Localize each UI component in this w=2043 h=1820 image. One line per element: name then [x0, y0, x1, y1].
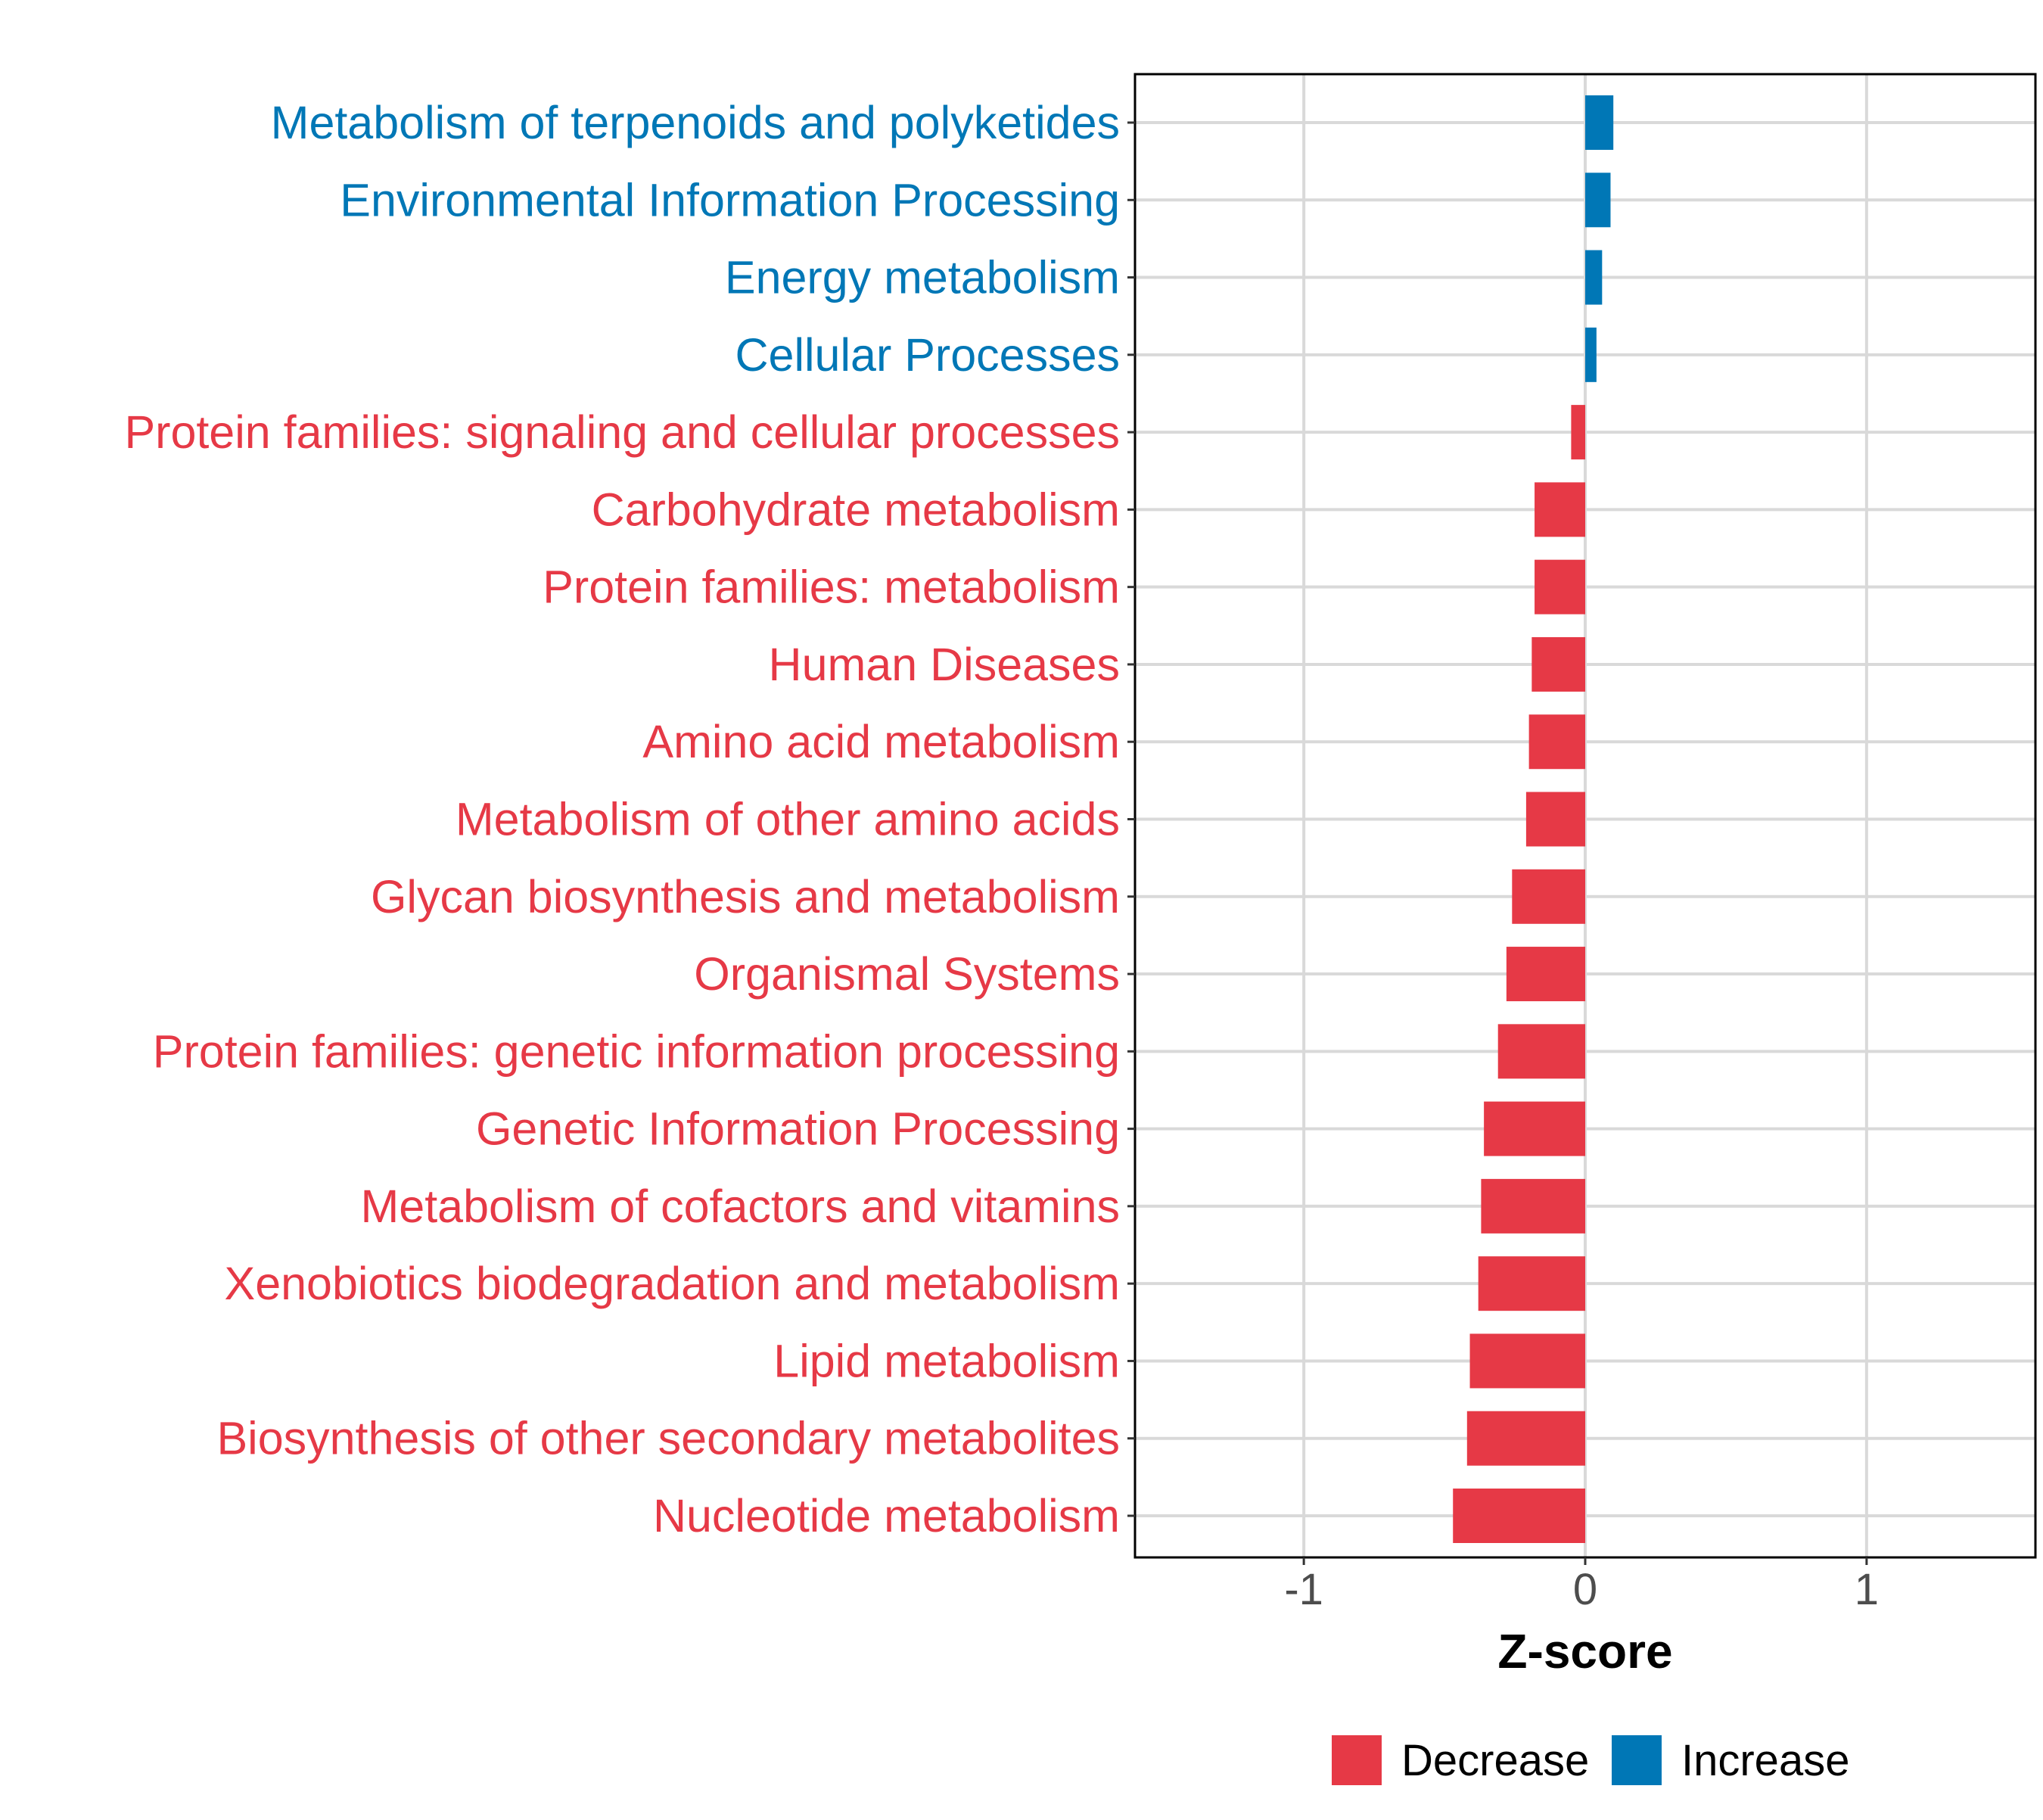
bar [1478, 1256, 1585, 1311]
y-tick-label: Glycan biosynthesis and metabolism [371, 871, 1120, 922]
y-tick-label: Protein families: genetic information pr… [153, 1025, 1120, 1077]
bar [1531, 636, 1585, 692]
y-tick-label: Protein families: metabolism [543, 562, 1120, 613]
y-tick-label: Metabolism of other amino acids [456, 794, 1120, 845]
bar [1484, 1101, 1585, 1156]
y-tick-label: Metabolism of cofactors and vitamins [360, 1181, 1120, 1232]
bar [1535, 559, 1585, 614]
y-tick-label: Carbohydrate metabolism [592, 484, 1120, 535]
bar [1497, 1024, 1585, 1079]
bar [1528, 714, 1585, 770]
bar [1469, 1333, 1585, 1389]
y-tick-label: Biosynthesis of other secondary metaboli… [216, 1413, 1120, 1464]
x-axis-title: Z-score [1497, 1624, 1672, 1678]
y-tick-label: Protein families: signaling and cellular… [124, 406, 1120, 458]
legend-label-decrease: Decrease [1401, 1736, 1589, 1785]
y-tick-label: Cellular Processes [735, 329, 1120, 381]
x-tick-label: 0 [1573, 1565, 1597, 1614]
y-tick-label: Organismal Systems [694, 948, 1120, 1000]
bar [1506, 947, 1585, 1002]
bar [1512, 869, 1585, 924]
x-axis: -1 0 1 [1284, 1557, 1879, 1614]
y-tick-label: Environmental Information Processing [340, 174, 1120, 226]
y-tick-label: Human Diseases [769, 639, 1120, 690]
legend-key-decrease [1332, 1735, 1382, 1785]
legend: Decrease Increase [1332, 1735, 1849, 1785]
bar [1481, 1178, 1585, 1234]
y-tick-label: Genetic Information Processing [476, 1103, 1120, 1155]
bar [1571, 405, 1585, 460]
y-tick-label: Metabolism of terpenoids and polyketides [271, 97, 1120, 148]
bar [1466, 1411, 1585, 1466]
bar [1585, 173, 1611, 228]
y-tick-label: Amino acid metabolism [642, 716, 1120, 767]
bar [1585, 250, 1603, 305]
bar [1585, 327, 1597, 382]
y-axis: Metabolism of terpenoids and polyketides… [124, 97, 1135, 1542]
y-tick-label: Lipid metabolism [773, 1335, 1120, 1386]
y-tick-label: Nucleotide metabolism [653, 1490, 1120, 1542]
bar-layer [1453, 95, 1614, 1543]
y-tick-label: Energy metabolism [725, 252, 1120, 303]
x-tick-label: -1 [1284, 1565, 1323, 1614]
bar [1585, 95, 1614, 150]
legend-label-increase: Increase [1681, 1736, 1849, 1785]
y-tick-label: Xenobiotics biodegradation and metabolis… [225, 1258, 1120, 1309]
bar [1453, 1489, 1585, 1543]
legend-key-increase [1612, 1735, 1662, 1785]
x-tick-label: 1 [1855, 1565, 1879, 1614]
bar [1525, 792, 1585, 847]
bar [1535, 482, 1585, 537]
